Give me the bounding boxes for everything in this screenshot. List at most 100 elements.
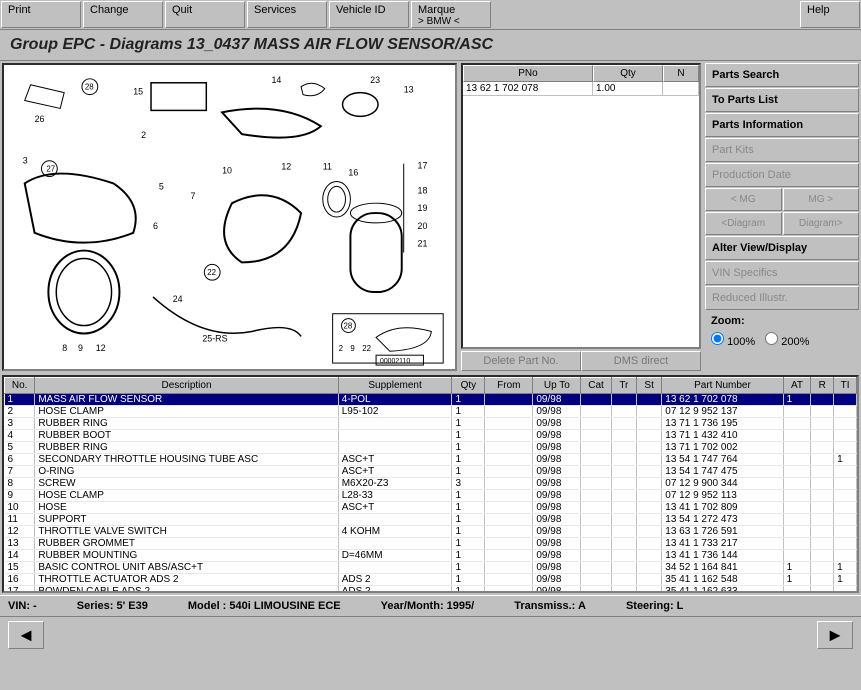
- table-row[interactable]: 9HOSE CLAMPL28-33109/9807 12 9 952 113: [5, 490, 857, 502]
- col-n: N: [663, 65, 699, 82]
- grid-row[interactable]: 13 62 1 702 078 1.00: [463, 82, 699, 96]
- menu-marque[interactable]: Marque > BMW <: [411, 1, 491, 28]
- menu-quit[interactable]: Quit: [165, 1, 245, 28]
- table-row[interactable]: 13RUBBER GROMMET109/9813 41 1 733 217: [5, 538, 857, 550]
- table-col-header[interactable]: Part Number: [662, 378, 783, 394]
- table-row[interactable]: 2HOSE CLAMPL95-102109/9807 12 9 952 137: [5, 406, 857, 418]
- diagram-next-button[interactable]: Diagram>: [783, 212, 860, 235]
- svg-text:12: 12: [96, 343, 106, 353]
- cell-pno: 13 62 1 702 078: [463, 82, 593, 96]
- svg-text:15: 15: [133, 87, 143, 97]
- nav-prev-button[interactable]: ◄: [8, 621, 44, 649]
- to-parts-list-button[interactable]: To Parts List: [705, 88, 859, 112]
- zoom-200-radio[interactable]: 200%: [765, 332, 809, 348]
- part-kits-button[interactable]: Part Kits: [705, 138, 859, 162]
- table-col-header[interactable]: Up To: [533, 378, 581, 394]
- table-row[interactable]: 10HOSEASC+T109/9813 41 1 702 809: [5, 502, 857, 514]
- table-row[interactable]: 5RUBBER RING109/9813 71 1 702 002: [5, 442, 857, 454]
- svg-text:25-RS: 25-RS: [202, 333, 227, 343]
- svg-text:18: 18: [418, 185, 428, 195]
- nav-next-button[interactable]: ►: [817, 621, 853, 649]
- status-vin: VIN: -: [8, 600, 37, 612]
- svg-text:5: 5: [159, 181, 164, 191]
- status-steering: Steering: L: [626, 600, 683, 612]
- parts-table-panel[interactable]: No.DescriptionSupplementQtyFromUp ToCatT…: [2, 375, 859, 593]
- svg-text:9: 9: [78, 343, 83, 353]
- menu-vehicle-id[interactable]: Vehicle ID: [329, 1, 409, 28]
- table-col-header[interactable]: Description: [35, 378, 338, 394]
- table-row[interactable]: 3RUBBER RING109/9813 71 1 736 195: [5, 418, 857, 430]
- diagram-illustration: 8912 3 27 15 28 26 14 16 17 18 19 20: [4, 65, 455, 369]
- menu-print[interactable]: Print: [1, 1, 81, 28]
- svg-text:27: 27: [46, 165, 55, 174]
- svg-text:19: 19: [418, 203, 428, 213]
- svg-text:3: 3: [23, 156, 28, 166]
- table-row[interactable]: 11SUPPORT109/9813 54 1 272 473: [5, 514, 857, 526]
- zoom-label: Zoom:: [711, 315, 745, 327]
- status-trans: Transmiss.: A: [514, 600, 586, 612]
- svg-text:8: 8: [62, 343, 67, 353]
- svg-text:11: 11: [323, 162, 332, 172]
- table-col-header[interactable]: St: [637, 378, 662, 394]
- mg-next-button[interactable]: MG >: [783, 188, 860, 211]
- table-col-header[interactable]: Cat: [581, 378, 611, 394]
- main-area: 8912 3 27 15 28 26 14 16 17 18 19 20: [0, 61, 861, 373]
- selected-parts-grid[interactable]: PNo Qty N 13 62 1 702 078 1.00: [461, 63, 701, 349]
- zoom-100-radio[interactable]: 100%: [711, 332, 755, 348]
- zoom-row: Zoom:: [705, 311, 859, 331]
- svg-text:26: 26: [35, 114, 45, 124]
- alter-view-button[interactable]: Alter View/Display: [705, 236, 859, 260]
- table-row[interactable]: 17BOWDEN CABLE ADS 2ADS 2109/9835 41 1 1…: [5, 586, 857, 594]
- table-row[interactable]: 14RUBBER MOUNTINGD=46MM109/9813 41 1 736…: [5, 550, 857, 562]
- menu-change[interactable]: Change: [83, 1, 163, 28]
- diagram-panel[interactable]: 8912 3 27 15 28 26 14 16 17 18 19 20: [2, 63, 457, 371]
- dms-direct-button[interactable]: DMS direct: [581, 351, 701, 371]
- svg-text:24: 24: [173, 294, 183, 304]
- delete-part-button[interactable]: Delete Part No.: [461, 351, 581, 371]
- svg-text:28: 28: [343, 322, 352, 331]
- svg-text:10: 10: [222, 166, 232, 176]
- status-bar: VIN: - Series: 5' E39 Model : 540i LIMOU…: [0, 595, 861, 617]
- table-col-header[interactable]: TI: [834, 378, 857, 394]
- mg-prev-button[interactable]: < MG: [705, 188, 782, 211]
- reduced-illustr-button[interactable]: Reduced Illustr.: [705, 286, 859, 310]
- svg-text:28: 28: [85, 83, 94, 92]
- table-row[interactable]: 8SCREWM6X20-Z3309/9807 12 9 900 344: [5, 478, 857, 490]
- table-row[interactable]: 6SECONDARY THROTTLE HOUSING TUBE ASCASC+…: [5, 454, 857, 466]
- table-col-header[interactable]: AT: [783, 378, 811, 394]
- menu-services[interactable]: Services: [247, 1, 327, 28]
- table-row[interactable]: 7O-RINGASC+T109/9813 54 1 747 475: [5, 466, 857, 478]
- status-series: Series: 5' E39: [77, 600, 148, 612]
- svg-text:2: 2: [339, 344, 343, 353]
- vin-specifics-button[interactable]: VIN Specifics: [705, 261, 859, 285]
- table-col-header[interactable]: From: [485, 378, 533, 394]
- production-date-button[interactable]: Production Date: [705, 163, 859, 187]
- table-col-header[interactable]: Tr: [611, 378, 636, 394]
- nav-bar: ◄ ►: [0, 617, 861, 653]
- table-col-header[interactable]: Supplement: [338, 378, 452, 394]
- menubar: Print Change Quit Services Vehicle ID Ma…: [0, 0, 861, 30]
- svg-text:7: 7: [191, 191, 196, 201]
- svg-text:2: 2: [141, 130, 146, 140]
- parts-search-button[interactable]: Parts Search: [705, 63, 859, 87]
- table-col-header[interactable]: R: [811, 378, 834, 394]
- table-row[interactable]: 4RUBBER BOOT109/9813 71 1 432 410: [5, 430, 857, 442]
- diagram-prev-button[interactable]: <Diagram: [705, 212, 782, 235]
- svg-text:16: 16: [348, 168, 358, 178]
- table-row[interactable]: 12THROTTLE VALVE SWITCH4 KOHM109/9813 63…: [5, 526, 857, 538]
- status-year: Year/Month: 1995/: [381, 600, 475, 612]
- svg-text:22: 22: [207, 268, 216, 277]
- svg-text:14: 14: [271, 75, 281, 85]
- table-col-header[interactable]: Qty: [452, 378, 485, 394]
- svg-text:12: 12: [281, 162, 291, 172]
- table-row[interactable]: 1MASS AIR FLOW SENSOR4-POL109/9813 62 1 …: [5, 394, 857, 406]
- table-row[interactable]: 15BASIC CONTROL UNIT ABS/ASC+T109/9834 5…: [5, 562, 857, 574]
- table-col-header[interactable]: No.: [5, 378, 35, 394]
- parts-information-button[interactable]: Parts Information: [705, 113, 859, 137]
- svg-text:6: 6: [153, 221, 158, 231]
- svg-text:23: 23: [370, 75, 380, 85]
- status-model: Model : 540i LIMOUSINE ECE: [188, 600, 341, 612]
- menu-help[interactable]: Help: [800, 1, 860, 28]
- table-row[interactable]: 16THROTTLE ACTUATOR ADS 2ADS 2109/9835 4…: [5, 574, 857, 586]
- svg-text:22: 22: [362, 344, 371, 353]
